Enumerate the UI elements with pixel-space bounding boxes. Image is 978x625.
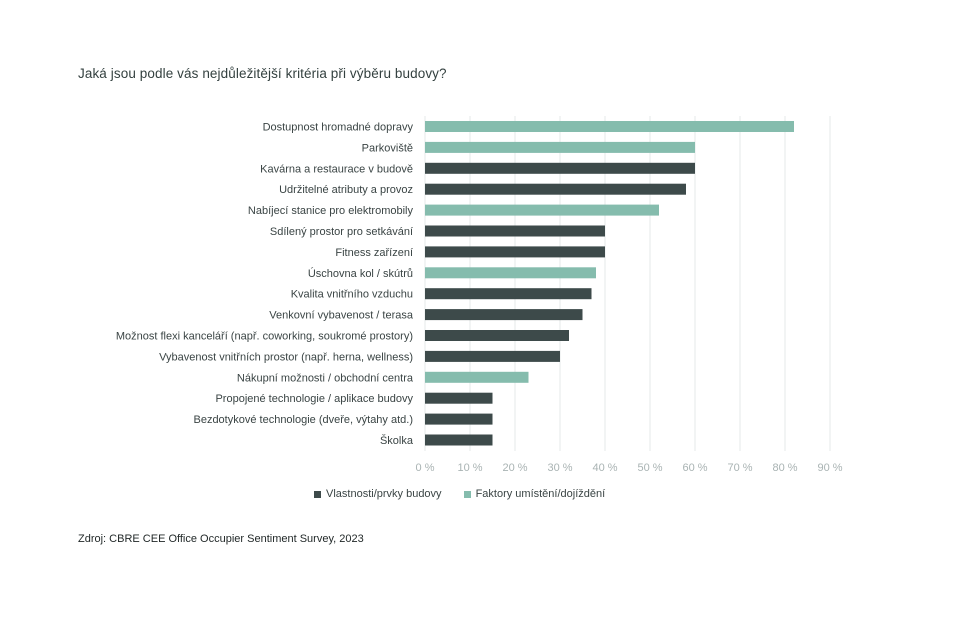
x-tick-label: 20 % (502, 462, 527, 474)
bar (425, 225, 605, 237)
bar (425, 121, 794, 132)
category-label: Kavárna a restaurace v budově (260, 163, 413, 175)
bar (425, 267, 596, 279)
category-label: Úschovna kol / skútrů (308, 267, 413, 280)
category-label: Dostupnost hromadné dopravy (263, 122, 414, 134)
x-tick-label: 90 % (817, 462, 842, 474)
bar (425, 162, 695, 174)
x-tick-label: 10 % (457, 462, 482, 474)
x-tick-label: 0 % (416, 462, 435, 474)
bar (425, 183, 686, 195)
category-label: Parkoviště (362, 142, 413, 154)
bar (425, 413, 493, 425)
category-label: Propojené technologie / aplikace budovy (215, 393, 413, 405)
legend-label-building: Vlastnosti/prvky budovy (326, 488, 442, 500)
bar (425, 392, 493, 404)
legend-item-building: Vlastnosti/prvky budovy (314, 488, 442, 500)
bar (425, 371, 529, 383)
bar (425, 246, 605, 258)
legend-label-location: Faktory umístění/dojíždění (475, 488, 606, 500)
category-label: Fitness zařízení (335, 247, 413, 259)
category-label: Sdílený prostor pro setkávání (270, 226, 413, 238)
bar (425, 434, 493, 446)
x-tick-label: 30 % (547, 462, 572, 474)
category-label: Venkovní vybavenost / terasa (269, 310, 414, 322)
legend-swatch-building (314, 490, 321, 498)
category-label: Udržitelné atributy a provoz (279, 184, 413, 196)
bar (425, 204, 659, 216)
legend-swatch-location (463, 490, 471, 498)
category-label: Možnost flexi kanceláří (např. coworking… (116, 331, 413, 343)
bar (425, 330, 569, 341)
category-label: Bezdotykové technologie (dveře, výtahy a… (193, 414, 413, 426)
x-tick-label: 50 % (637, 462, 662, 474)
bar (425, 141, 695, 153)
legend: Vlastnosti/prvky budovy Faktory umístění… (314, 488, 605, 500)
source-note: Zdroj: CBRE CEE Office Occupier Sentimen… (78, 533, 364, 545)
bar (425, 288, 592, 300)
bar (425, 309, 583, 321)
x-tick-label: 40 % (592, 462, 617, 474)
bar (425, 350, 560, 362)
category-label: Kvalita vnitřního vzduchu (291, 289, 413, 301)
x-tick-label: 60 % (682, 462, 707, 474)
category-label: Školka (380, 434, 414, 447)
x-tick-label: 70 % (727, 462, 752, 474)
category-label: Nabíjecí stanice pro elektromobily (248, 205, 414, 217)
category-label: Nákupní možnosti / obchodní centra (237, 372, 414, 384)
x-tick-label: 80 % (772, 462, 797, 474)
legend-item-location: Faktory umístění/dojíždění (463, 488, 606, 500)
chart-title: Jaká jsou podle vás nejdůležitější krité… (78, 66, 447, 81)
category-label: Vybavenost vnitřních prostor (např. hern… (159, 351, 413, 363)
